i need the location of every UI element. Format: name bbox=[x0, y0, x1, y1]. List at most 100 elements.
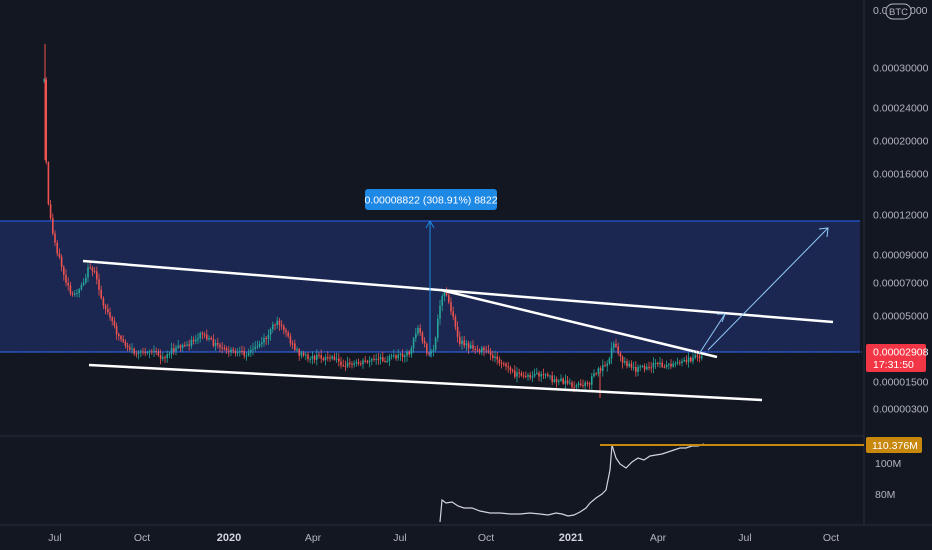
lower-pane-line bbox=[439, 443, 705, 523]
candle-body bbox=[212, 339, 215, 346]
projection-arrow-long[interactable] bbox=[707, 227, 829, 351]
candle-body bbox=[357, 362, 360, 364]
candle-body bbox=[503, 363, 505, 365]
candle-body bbox=[454, 316, 457, 327]
candle-body bbox=[63, 267, 65, 275]
candle-body bbox=[300, 352, 303, 356]
candle-body bbox=[318, 354, 320, 356]
candle-body bbox=[236, 352, 239, 354]
candle-body bbox=[542, 374, 545, 376]
candle-body bbox=[509, 367, 512, 371]
candle-body bbox=[646, 366, 648, 370]
candle-body bbox=[421, 332, 424, 341]
candle-body bbox=[430, 351, 432, 354]
candle-body bbox=[701, 356, 703, 359]
candle-body bbox=[313, 356, 316, 360]
candle-body bbox=[399, 353, 402, 355]
candle-body bbox=[591, 376, 593, 385]
upper-trendline[interactable] bbox=[82, 259, 834, 324]
candle-body bbox=[685, 359, 688, 362]
candle-body bbox=[252, 348, 254, 350]
candle-body bbox=[639, 366, 641, 368]
candle-body bbox=[472, 345, 474, 349]
candle-body bbox=[450, 302, 452, 312]
candle-body bbox=[485, 350, 487, 352]
time-axis-tick: Jul bbox=[393, 532, 406, 544]
candle-body bbox=[382, 357, 384, 361]
projection-arrow-short[interactable] bbox=[698, 313, 726, 355]
candle-body bbox=[415, 333, 417, 339]
candle-body bbox=[190, 340, 193, 346]
candle-body bbox=[71, 293, 74, 295]
lower-trendline[interactable] bbox=[88, 363, 763, 402]
candle-body bbox=[514, 370, 516, 377]
candle-body bbox=[186, 344, 188, 346]
candle-body bbox=[617, 346, 619, 354]
candle-body bbox=[133, 348, 135, 354]
lower-pane: 110.376M 100M 80M bbox=[439, 437, 922, 523]
candle-body bbox=[456, 326, 459, 337]
candle-body bbox=[263, 338, 265, 343]
candle-body bbox=[670, 363, 672, 367]
candle-body bbox=[635, 367, 637, 372]
price-axis-tick: 0.0 bbox=[873, 5, 888, 17]
candle-body bbox=[351, 363, 353, 365]
candle-body bbox=[575, 385, 578, 388]
candle-body bbox=[276, 320, 278, 325]
candle-body bbox=[179, 345, 182, 348]
candle-body bbox=[144, 352, 146, 354]
candle-body bbox=[280, 325, 283, 327]
candle-body bbox=[234, 350, 237, 353]
candle-body bbox=[45, 79, 47, 163]
candle-body bbox=[494, 356, 496, 358]
candle-body bbox=[126, 345, 129, 348]
candle-body bbox=[687, 357, 690, 362]
candle-body bbox=[452, 311, 454, 317]
candle-body bbox=[610, 347, 613, 359]
price-axis: 0.00030000 0.00024000 0.00020000 0.00016000… bbox=[873, 3, 929, 416]
candle-body bbox=[577, 383, 580, 386]
currency-badge[interactable] bbox=[885, 3, 912, 20]
candle-body bbox=[597, 368, 600, 374]
candle-body bbox=[58, 253, 61, 257]
candle-body bbox=[54, 233, 56, 243]
candle-body bbox=[384, 361, 386, 362]
candle-body bbox=[142, 351, 144, 353]
candle-body bbox=[60, 256, 63, 267]
candle-body bbox=[529, 374, 531, 378]
candle-body bbox=[283, 326, 285, 331]
candle-body bbox=[197, 338, 199, 340]
candle-body bbox=[434, 337, 437, 350]
candle-body bbox=[648, 366, 650, 368]
candle-body bbox=[122, 339, 124, 342]
candle-body bbox=[467, 343, 470, 349]
candle-body bbox=[166, 354, 168, 359]
candle-body bbox=[329, 357, 331, 359]
candle-body bbox=[397, 354, 399, 359]
time-axis-tick: Oct bbox=[823, 532, 839, 544]
candle-body bbox=[555, 379, 558, 382]
candle-body bbox=[269, 329, 272, 335]
candle-body bbox=[43, 79, 45, 81]
candle-body bbox=[223, 347, 226, 349]
candle-body bbox=[571, 382, 573, 387]
candle-body bbox=[641, 366, 644, 367]
candle-body bbox=[665, 364, 668, 367]
candle-body bbox=[247, 353, 250, 356]
candle-body bbox=[643, 366, 646, 370]
candle-body bbox=[511, 370, 514, 372]
candle-body bbox=[423, 340, 426, 344]
candle-body bbox=[628, 363, 630, 367]
inner-trendline[interactable] bbox=[440, 288, 718, 359]
candle-body bbox=[470, 345, 472, 349]
candle-body bbox=[155, 350, 157, 352]
candle-body bbox=[65, 274, 67, 283]
time-axis-tick: Oct bbox=[478, 532, 494, 544]
candle-body bbox=[199, 333, 201, 339]
candle-body bbox=[278, 320, 281, 326]
candle-body bbox=[602, 365, 604, 371]
candle-body bbox=[201, 333, 204, 335]
candle-body bbox=[698, 356, 701, 359]
candle-body bbox=[661, 362, 663, 367]
